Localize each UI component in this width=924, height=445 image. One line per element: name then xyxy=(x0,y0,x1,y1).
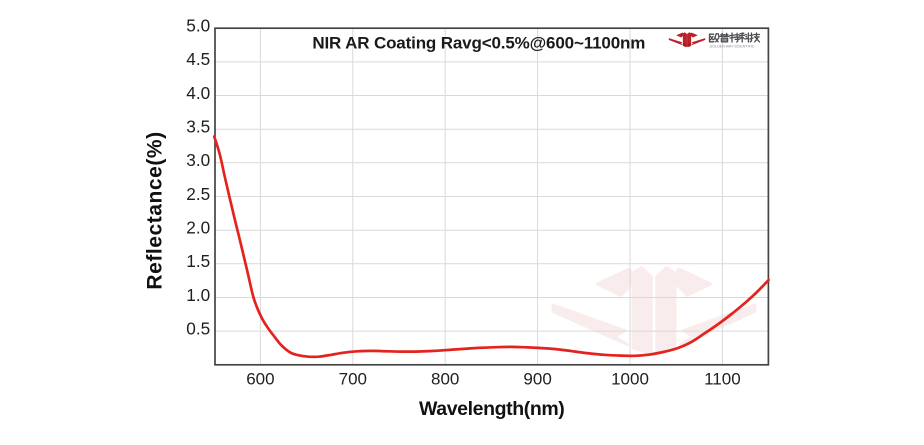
svg-text:1.0: 1.0 xyxy=(186,285,210,305)
svg-text:1000: 1000 xyxy=(611,369,649,388)
svg-text:2.0: 2.0 xyxy=(186,218,210,238)
svg-text:700: 700 xyxy=(339,369,367,388)
svg-text:900: 900 xyxy=(523,369,551,388)
svg-text:0.5: 0.5 xyxy=(186,318,210,338)
svg-text:5.0: 5.0 xyxy=(186,16,210,36)
svg-text:3.5: 3.5 xyxy=(186,117,210,137)
svg-text:800: 800 xyxy=(431,369,459,388)
svg-text:4.0: 4.0 xyxy=(186,83,210,103)
svg-text:600: 600 xyxy=(246,369,274,388)
svg-text:Wavelength(nm): Wavelength(nm) xyxy=(419,398,564,420)
svg-text:1.5: 1.5 xyxy=(186,251,210,271)
svg-text:2.5: 2.5 xyxy=(186,184,210,204)
svg-text:GOLDEN WAY SCIENTIFIC: GOLDEN WAY SCIENTIFIC xyxy=(710,45,755,49)
svg-text:NIR AR Coating Ravg<0.5%@600~1: NIR AR Coating Ravg<0.5%@600~1100nm xyxy=(312,34,645,53)
svg-text:1100: 1100 xyxy=(704,369,741,388)
svg-text:Reflectance(%): Reflectance(%) xyxy=(144,131,167,289)
svg-text:4.5: 4.5 xyxy=(186,49,210,69)
svg-text:3.0: 3.0 xyxy=(186,150,210,170)
